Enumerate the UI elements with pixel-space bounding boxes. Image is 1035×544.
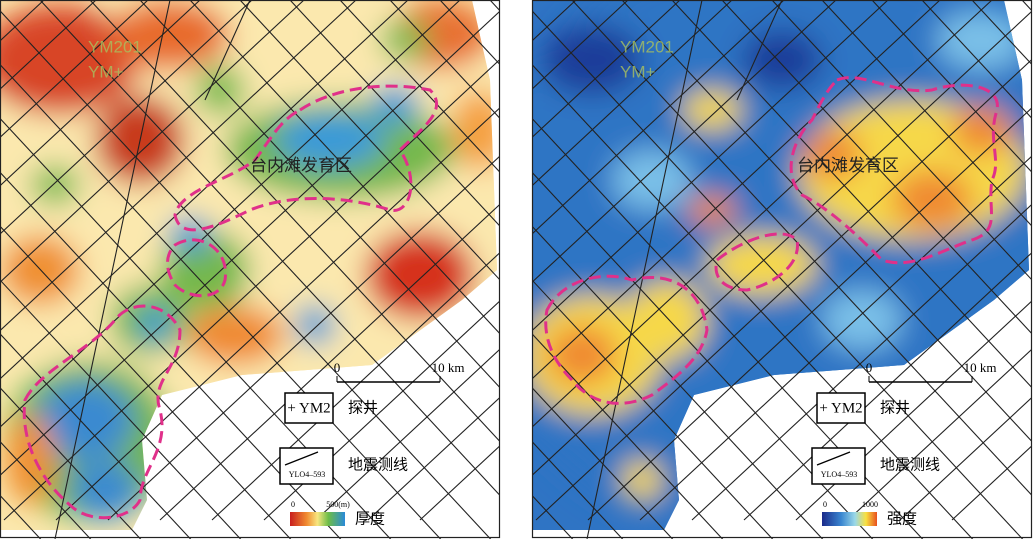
contour-blob — [622, 460, 662, 500]
scale-label: 0 — [334, 360, 341, 375]
legend-well: + YM2 — [287, 400, 330, 416]
well-label: YM+ — [620, 62, 656, 81]
contour-blob — [937, 10, 1027, 70]
contour-blob — [110, 0, 230, 70]
contour-blob — [687, 195, 737, 225]
scale-label: 0 — [866, 360, 873, 375]
colorbar-max: 500(m) — [326, 500, 350, 509]
zone-label: 台内滩发育区 — [250, 156, 352, 175]
colorbar-max: 1000 — [862, 500, 878, 509]
contour-blob — [195, 65, 245, 115]
colorbar-min: 0 — [291, 500, 295, 509]
well-label: YM201 — [88, 37, 142, 56]
legend-line-name: YLO4–593 — [821, 470, 857, 479]
contour-blob — [612, 150, 692, 210]
contour-blob — [70, 460, 140, 520]
well-label: YM201 — [620, 37, 674, 56]
well-label: YM+ — [88, 62, 124, 81]
figure: YM201 YM+ 台内滩发育区 0 10 km + YM2 探井 YLO4–593 地震测线 0… — [0, 0, 1035, 539]
map-area — [0, 0, 550, 539]
contour-blob — [742, 30, 822, 90]
legend-label: 地震测线 — [348, 456, 408, 473]
contour-blob — [380, 20, 430, 60]
legend-label: 探井 — [880, 399, 910, 416]
colorbar-label: 厚度 — [355, 510, 385, 527]
legend-well: + YM2 — [819, 400, 862, 416]
contour-fill — [0, 0, 550, 520]
legend-label: 探井 — [348, 399, 378, 416]
colorbar-label: 强度 — [887, 510, 917, 527]
legend-label: 地震测线 — [880, 456, 940, 473]
contour-blob — [952, 105, 1012, 155]
scale-label: 10 km — [964, 360, 997, 375]
zone-label: 台内滩发育区 — [797, 156, 899, 175]
contour-blob — [450, 90, 510, 170]
contour-blob — [370, 85, 420, 125]
colorbar — [290, 512, 345, 526]
page: YM201 YM+ 台内滩发育区 0 10 km + YM2 探井 YLO4–593 地震测线 0… — [0, 0, 1035, 544]
contour-blob — [822, 290, 902, 350]
legend-line-name: YLO4–593 — [289, 470, 325, 479]
scale-label: 10 km — [432, 360, 465, 375]
contour-blob — [5, 415, 55, 505]
contour-blob — [168, 217, 212, 253]
colorbar — [822, 512, 877, 526]
colorbar-min: 0 — [823, 500, 827, 509]
